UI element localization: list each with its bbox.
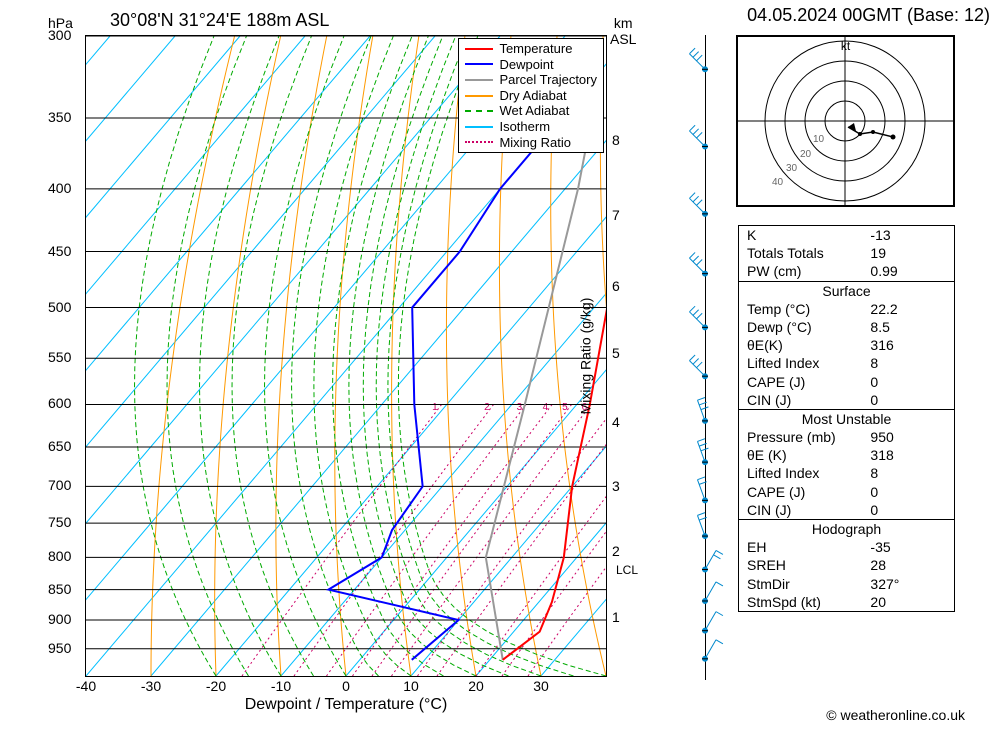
copyright-label: © weatheronline.co.uk <box>826 707 965 723</box>
legend: TemperatureDewpointParcel TrajectoryDry … <box>458 38 604 153</box>
right-y-tick-label: 7 <box>612 207 620 223</box>
legend-item: Parcel Trajectory <box>465 72 597 88</box>
x-tick-label: 30 <box>533 678 549 694</box>
index-row: Temp (°C)22.2 <box>739 300 954 318</box>
index-row: K-13 <box>739 226 954 244</box>
svg-text:4: 4 <box>543 402 549 413</box>
svg-text:1: 1 <box>432 402 438 413</box>
chart-title: 30°08'N 31°24'E 188m ASL <box>110 10 329 31</box>
right-y-tick-label: 1 <box>612 609 620 625</box>
y-tick-label: 350 <box>48 109 71 125</box>
y-tick-label: 650 <box>48 438 71 454</box>
right-y-tick-label: 5 <box>612 345 620 361</box>
skewt-chart: 30°08'N 31°24'E 188m ASL hPa kmASL 12345… <box>30 10 690 710</box>
y-tick-label: 600 <box>48 395 71 411</box>
index-row: CAPE (J)0 <box>739 483 954 501</box>
y-tick-label: 800 <box>48 548 71 564</box>
right-y-tick-label: 8 <box>612 132 620 148</box>
index-row: Totals Totals19 <box>739 244 954 262</box>
y-tick-label: 500 <box>48 299 71 315</box>
svg-text:2: 2 <box>484 402 490 413</box>
index-row: Dewp (°C)8.5 <box>739 318 954 336</box>
right-y-tick-label: 6 <box>612 278 620 294</box>
y-tick-label: 750 <box>48 514 71 530</box>
index-row: Lifted Index8 <box>739 354 954 372</box>
index-row: Pressure (mb)950 <box>739 428 954 446</box>
index-row: CIN (J)0 <box>739 501 954 519</box>
y-tick-label: 950 <box>48 640 71 656</box>
index-row: CIN (J)0 <box>739 391 954 409</box>
index-row: θE (K)318 <box>739 446 954 464</box>
svg-text:5: 5 <box>562 402 568 413</box>
legend-item: Mixing Ratio <box>465 135 597 151</box>
legend-item: Temperature <box>465 41 597 57</box>
right-y-tick-label: 4 <box>612 414 620 430</box>
x-tick-label: -40 <box>76 678 96 694</box>
index-row: CAPE (J)0 <box>739 373 954 391</box>
x-tick-label: -10 <box>271 678 291 694</box>
legend-item: Wet Adiabat <box>465 103 597 119</box>
index-row: SREH28 <box>739 556 954 574</box>
x-tick-label: 0 <box>342 678 350 694</box>
svg-text:10: 10 <box>813 134 825 145</box>
wind-barb-column <box>690 35 720 680</box>
index-row: EH-35 <box>739 538 954 556</box>
y-tick-label: 550 <box>48 349 71 365</box>
y-tick-label: 300 <box>48 27 71 43</box>
indices-table: K-13Totals Totals19PW (cm)0.99SurfaceTem… <box>738 225 955 612</box>
hodograph-svg: 10 20 30 40 <box>738 37 953 205</box>
right-y-axis-unit: kmASL <box>610 15 636 47</box>
x-tick-label: 10 <box>403 678 419 694</box>
hodograph: kt 10 20 30 40 <box>736 35 955 207</box>
svg-text:30: 30 <box>786 163 798 174</box>
index-row: StmDir327° <box>739 575 954 593</box>
index-row: θE(K)316 <box>739 336 954 354</box>
legend-item: Isotherm <box>465 119 597 135</box>
hodograph-unit: kt <box>841 39 850 53</box>
wind-barbs <box>680 35 730 680</box>
svg-text:3: 3 <box>517 402 523 413</box>
x-tick-label: -30 <box>141 678 161 694</box>
index-row: PW (cm)0.99 <box>739 262 954 280</box>
right-y-tick-label: 3 <box>612 478 620 494</box>
y-tick-label: 450 <box>48 243 71 259</box>
y-tick-label: 400 <box>48 180 71 196</box>
y-tick-label: 850 <box>48 581 71 597</box>
right-y-tick-label: 2 <box>612 543 620 559</box>
index-section-header: Surface <box>739 281 954 300</box>
datetime-label: 04.05.2024 00GMT (Base: 12) <box>747 5 990 26</box>
mixing-ratio-axis-label: Mixing Ratio (g/kg) <box>578 298 594 415</box>
x-tick-label: -20 <box>206 678 226 694</box>
x-axis-label: Dewpoint / Temperature (°C) <box>245 696 448 714</box>
index-row: Lifted Index8 <box>739 464 954 482</box>
index-section-header: Most Unstable <box>739 409 954 428</box>
x-tick-label: 20 <box>468 678 484 694</box>
legend-item: Dry Adiabat <box>465 88 597 104</box>
plot-area: 123456810152025 TemperatureDewpointParce… <box>85 35 607 677</box>
lcl-label: LCL <box>616 563 638 577</box>
index-row: StmSpd (kt)20 <box>739 593 954 611</box>
legend-item: Dewpoint <box>465 57 597 73</box>
index-section-header: Hodograph <box>739 519 954 538</box>
y-tick-label: 700 <box>48 477 71 493</box>
svg-text:20: 20 <box>800 149 812 160</box>
svg-text:40: 40 <box>772 177 784 188</box>
y-tick-label: 900 <box>48 611 71 627</box>
